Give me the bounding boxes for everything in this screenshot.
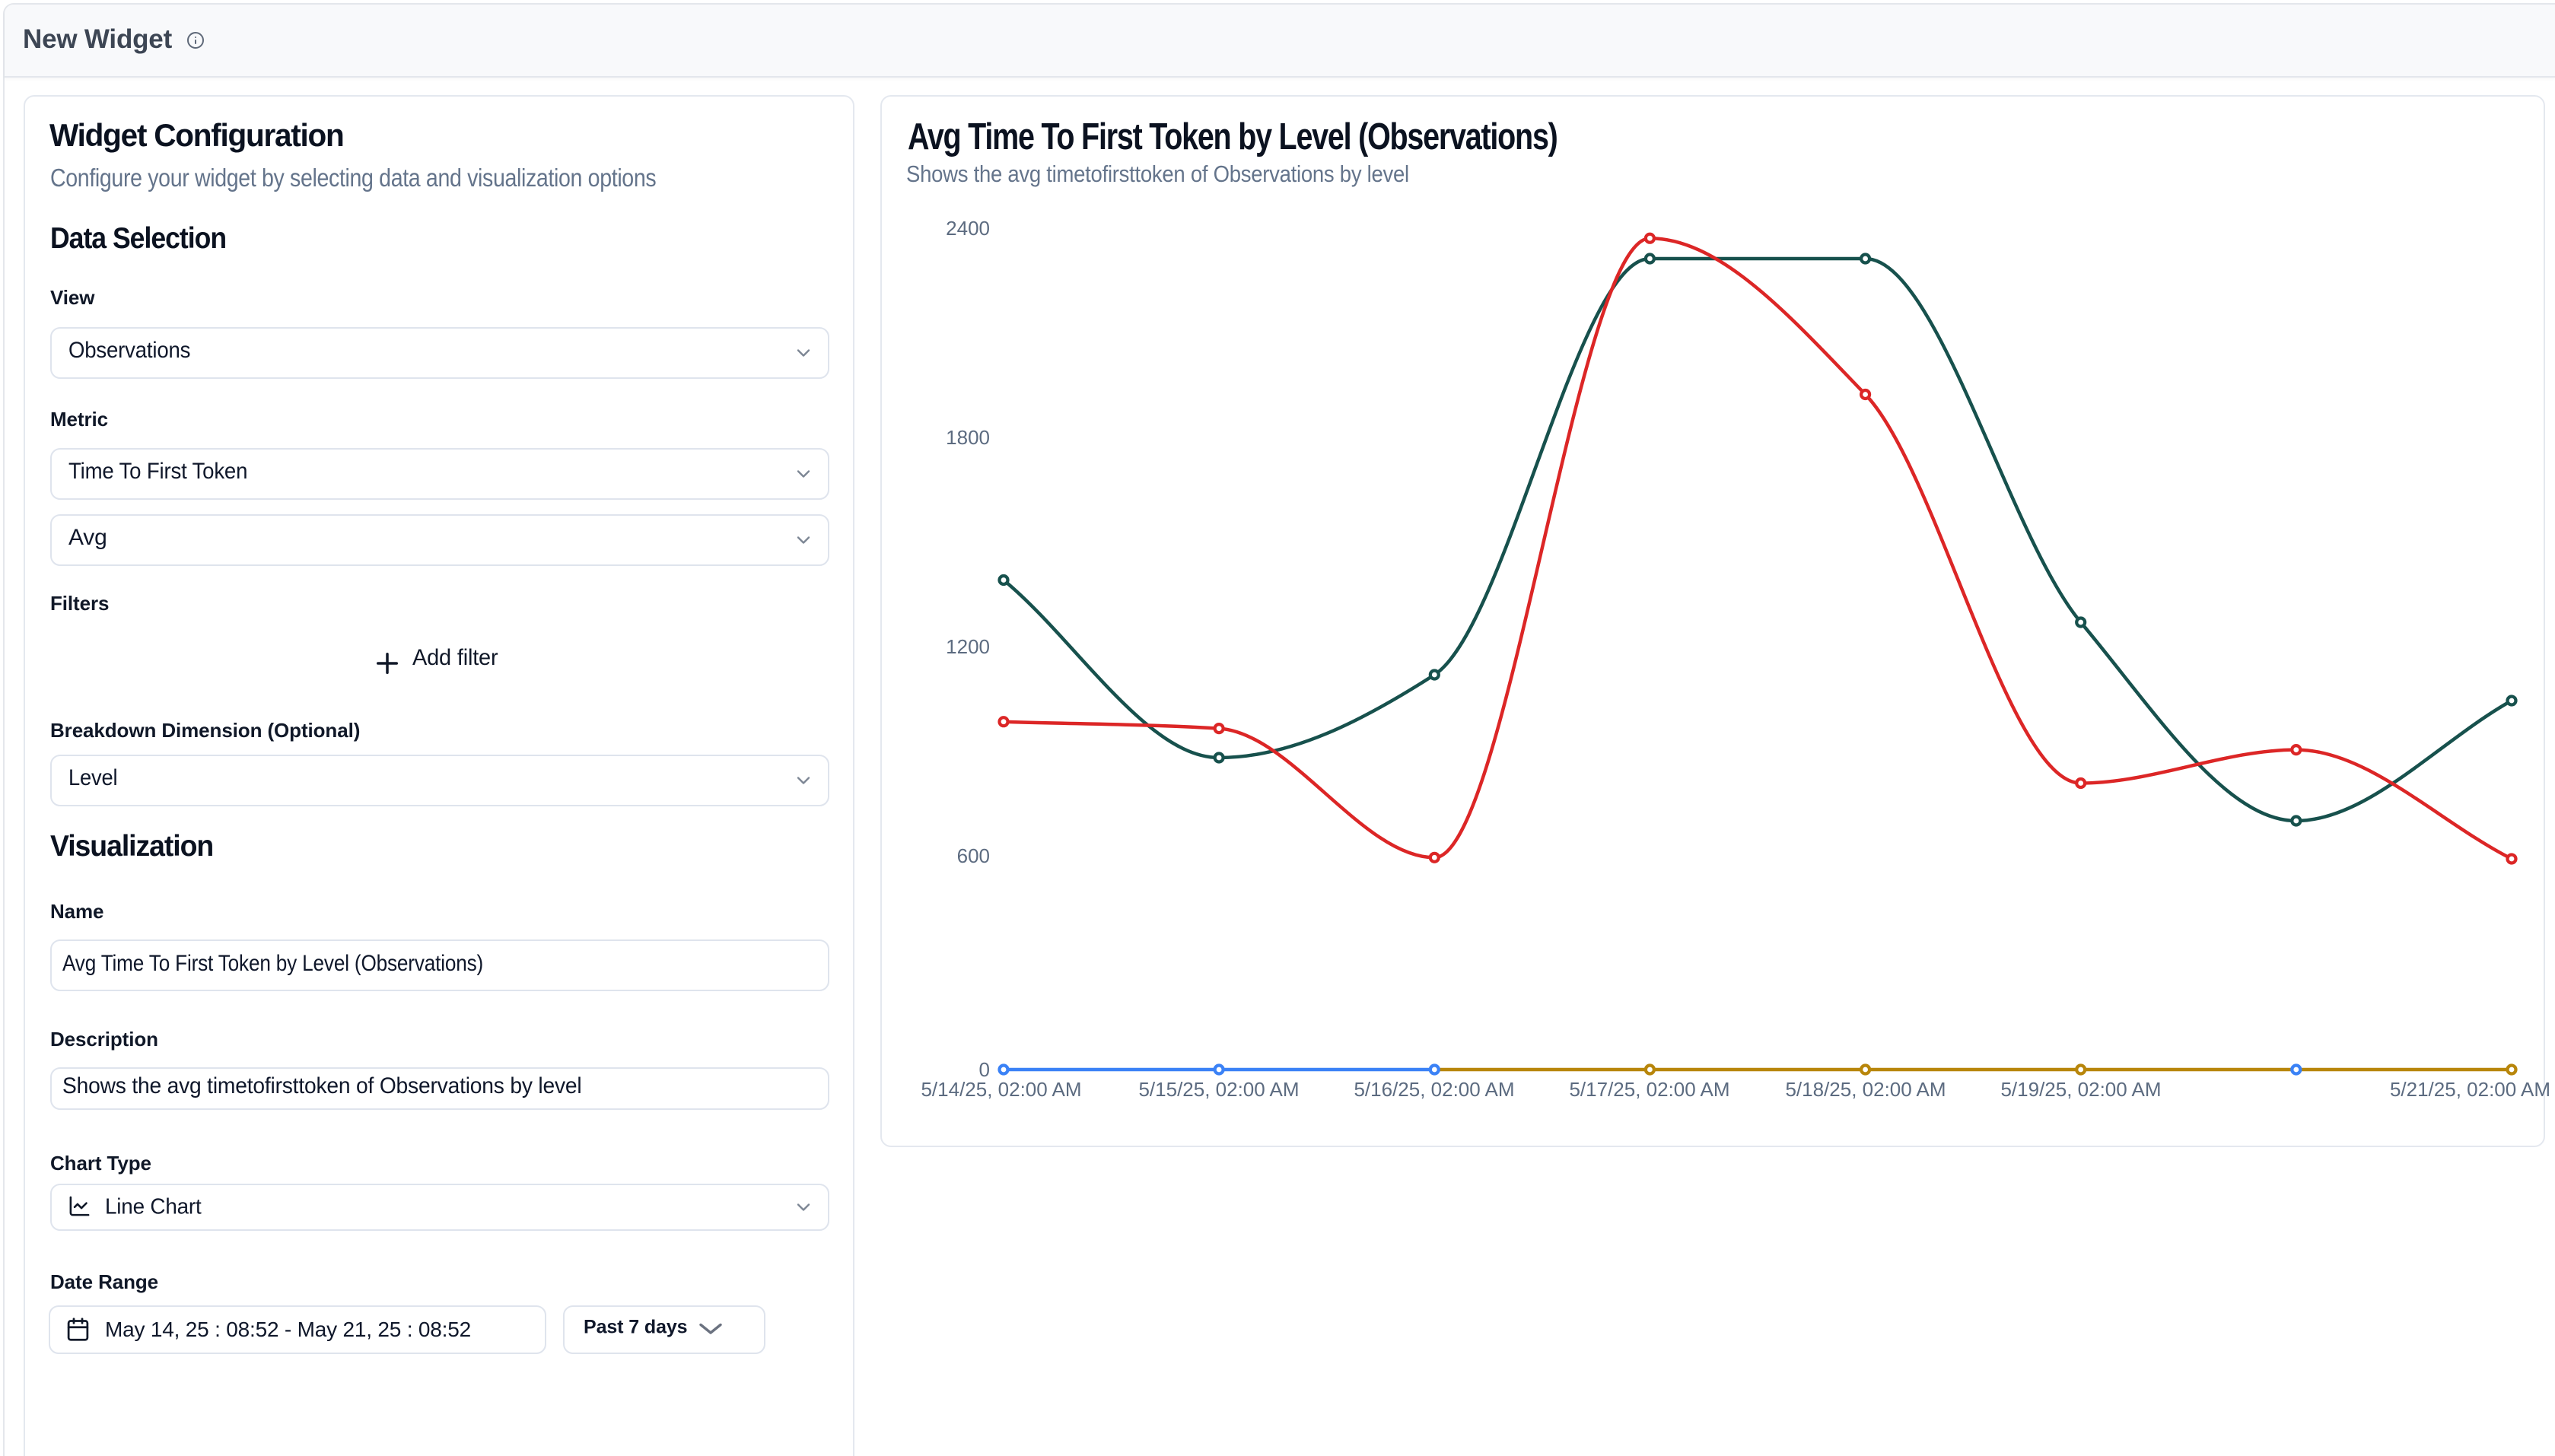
svg-text:1800: 1800: [946, 426, 990, 449]
svg-text:600: 600: [957, 844, 990, 867]
svg-text:5/17/25, 02:00 AM: 5/17/25, 02:00 AM: [1569, 1078, 1729, 1101]
svg-text:2400: 2400: [946, 217, 990, 240]
svg-text:5/14/25, 02:00 AM: 5/14/25, 02:00 AM: [921, 1078, 1081, 1101]
svg-text:5/18/25, 02:00 AM: 5/18/25, 02:00 AM: [1785, 1078, 1946, 1101]
svg-text:5/15/25, 02:00 AM: 5/15/25, 02:00 AM: [1138, 1078, 1299, 1101]
svg-text:5/16/25, 02:00 AM: 5/16/25, 02:00 AM: [1354, 1078, 1514, 1101]
svg-text:5/21/25, 02:00 AM: 5/21/25, 02:00 AM: [2390, 1078, 2550, 1101]
svg-text:5/19/25, 02:00 AM: 5/19/25, 02:00 AM: [2000, 1078, 2161, 1101]
svg-text:1200: 1200: [946, 635, 990, 658]
svg-text:0: 0: [979, 1058, 990, 1081]
